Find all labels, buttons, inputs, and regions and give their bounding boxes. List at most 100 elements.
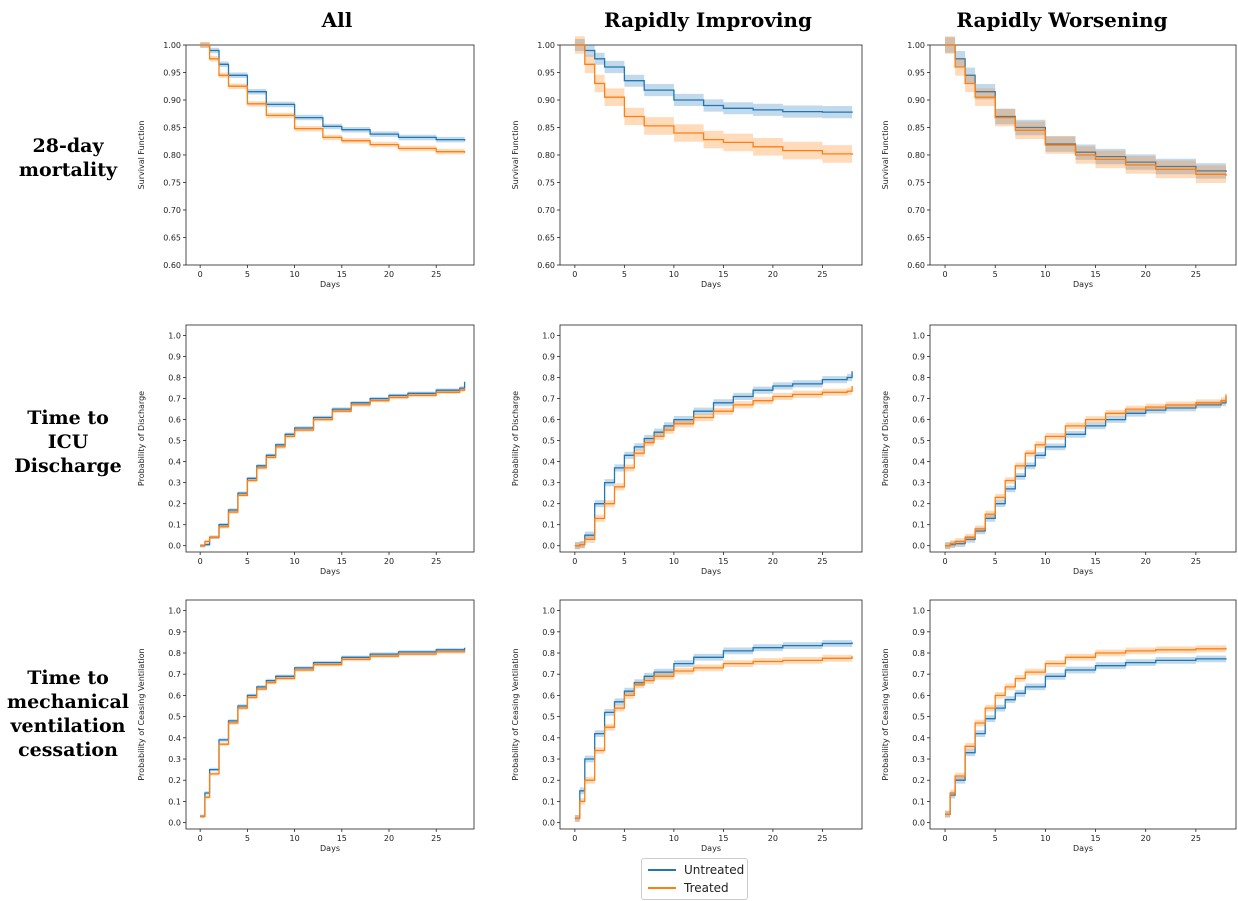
x-tick-label: 0 [943,270,948,279]
series-line-treated [945,647,1227,815]
x-tick-label: 20 [768,270,778,279]
x-tick-label: 10 [669,270,679,279]
y-tick-label: 0.0 [542,542,555,551]
plot-frame [929,599,1237,830]
y-tick-label: 0.2 [912,500,925,509]
y-tick-label: 0.6 [912,691,925,700]
y-tick-label: 1.0 [168,332,181,341]
y-tick-label: 1.00 [163,41,181,50]
y-tick-label: 0.80 [537,151,555,160]
series-line-untreated [200,381,466,547]
legend: Untreated Treated [641,858,748,900]
confidence-band-treated [945,644,1226,818]
x-tick-label: 15 [337,834,347,843]
x-tick-label: 10 [669,834,679,843]
legend-swatch-untreated [648,869,676,871]
y-tick-label: 0.3 [912,755,925,764]
x-tick-label: 0 [572,834,577,843]
y-tick-label: 0.7 [912,670,925,679]
y-tick-label: 0.80 [163,151,181,160]
x-tick-label: 15 [337,557,347,566]
y-tick-label: 0.2 [542,776,555,785]
y-tick-label: 0.4 [912,734,925,743]
x-tick-label: 20 [1141,270,1151,279]
y-tick-label: 0.2 [168,776,181,785]
row-title-line: mortality [18,159,118,181]
x-axis-label: Days [701,844,721,853]
column-title-rapidly-improving: Rapidly Improving [604,8,812,32]
y-tick-label: 0.1 [912,521,925,530]
plot-frame [929,324,1237,553]
y-tick-label: 0.4 [168,734,181,743]
x-axis-label: Days [320,280,340,289]
y-tick-label: 0.3 [168,479,181,488]
x-tick-label: 5 [245,270,250,279]
x-tick-label: 25 [817,557,827,566]
x-tick-label: 5 [245,557,250,566]
x-axis-label: Days [1073,844,1093,853]
x-tick-label: 5 [993,270,998,279]
x-tick-label: 10 [1040,557,1050,566]
y-tick-label: 0.70 [537,206,555,215]
y-tick-label: 0.8 [542,649,555,658]
y-tick-label: 0.5 [912,713,925,722]
y-tick-label: 0.0 [168,542,181,551]
y-tick-label: 0.4 [168,458,181,467]
x-tick-label: 10 [289,270,299,279]
x-tick-label: 10 [1040,834,1050,843]
series-line-treated [200,650,466,817]
y-tick-label: 0.65 [537,234,555,243]
y-tick-label: 0.65 [907,234,925,243]
x-tick-label: 20 [1141,557,1151,566]
series-line-treated [574,44,853,155]
series-line-untreated [945,396,1227,547]
x-tick-label: 10 [289,557,299,566]
y-tick-label: 0.80 [907,151,925,160]
x-tick-label: 0 [943,557,948,566]
x-tick-label: 10 [289,834,299,843]
x-tick-label: 25 [1191,834,1201,843]
y-tick-label: 0.90 [907,96,925,105]
y-tick-label: 0.9 [168,353,181,362]
column-title-rapidly-worsening: Rapidly Worsening [956,8,1168,32]
y-tick-label: 0.9 [542,353,555,362]
row-title-line: cessation [18,739,118,761]
x-tick-label: 25 [431,557,441,566]
x-tick-label: 5 [622,270,627,279]
x-tick-label: 0 [198,270,203,279]
y-tick-label: 0.9 [912,628,925,637]
y-tick-label: 0.60 [907,261,925,270]
x-tick-label: 15 [337,270,347,279]
y-tick-label: 0.8 [912,374,925,383]
y-tick-label: 0.7 [912,395,925,404]
y-tick-label: 0.3 [542,479,555,488]
y-axis-label: Probability of Discharge [881,391,890,486]
plot-frame [559,599,863,830]
y-tick-label: 1.0 [542,607,555,616]
row-title-line: Time to [27,407,109,429]
y-tick-label: 0.70 [163,206,181,215]
y-tick-label: 1.00 [537,41,555,50]
series-line-treated [200,44,466,153]
y-axis-label: Survival Function [881,121,890,190]
y-tick-label: 0.6 [542,691,555,700]
x-tick-label: 25 [431,270,441,279]
y-tick-label: 0.65 [163,234,181,243]
legend-label-untreated: Untreated [684,863,745,877]
y-tick-label: 0.4 [912,458,925,467]
x-axis-label: Days [320,844,340,853]
y-tick-label: 0.9 [168,628,181,637]
plot-frame [185,599,475,830]
y-tick-label: 0.1 [542,797,555,806]
x-tick-label: 25 [817,270,827,279]
x-tick-label: 0 [943,834,948,843]
x-tick-label: 20 [768,557,778,566]
legend-label-treated: Treated [684,881,729,895]
y-tick-label: 0.9 [912,353,925,362]
series-line-treated [945,44,1227,176]
y-axis-label: Probability of Ceasing Ventilation [511,648,520,780]
x-axis-label: Days [1073,280,1093,289]
